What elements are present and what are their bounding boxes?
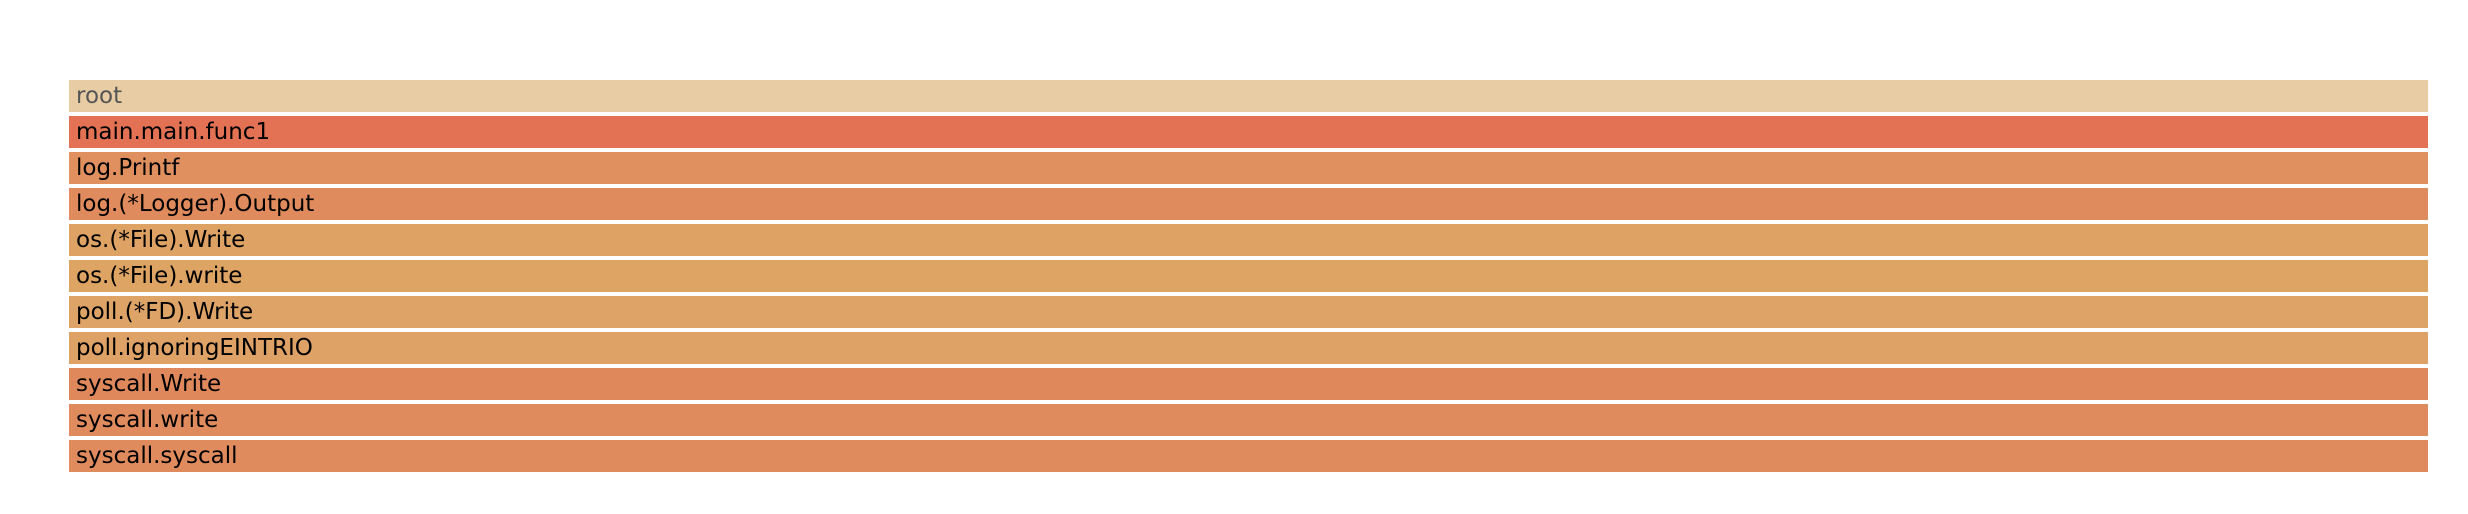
frame-poll-ignoring-eintrio[interactable]: poll.ignoringEINTRIO	[69, 332, 2428, 364]
frame-main-main-func1[interactable]: main.main.func1	[69, 116, 2428, 148]
frame-os-file-write-exported[interactable]: os.(*File).Write	[69, 224, 2428, 256]
flamegraph: root main.main.func1 log.Printf log.(*Lo…	[69, 80, 2428, 476]
frame-os-file-write-internal[interactable]: os.(*File).write	[69, 260, 2428, 292]
frame-poll-fd-write[interactable]: poll.(*FD).Write	[69, 296, 2428, 328]
frame-syscall-write-internal[interactable]: syscall.write	[69, 404, 2428, 436]
frame-syscall-write-exported[interactable]: syscall.Write	[69, 368, 2428, 400]
frame-syscall-syscall[interactable]: syscall.syscall	[69, 440, 2428, 472]
frame-log-printf[interactable]: log.Printf	[69, 152, 2428, 184]
frame-root[interactable]: root	[69, 80, 2428, 112]
frame-log-logger-output[interactable]: log.(*Logger).Output	[69, 188, 2428, 220]
